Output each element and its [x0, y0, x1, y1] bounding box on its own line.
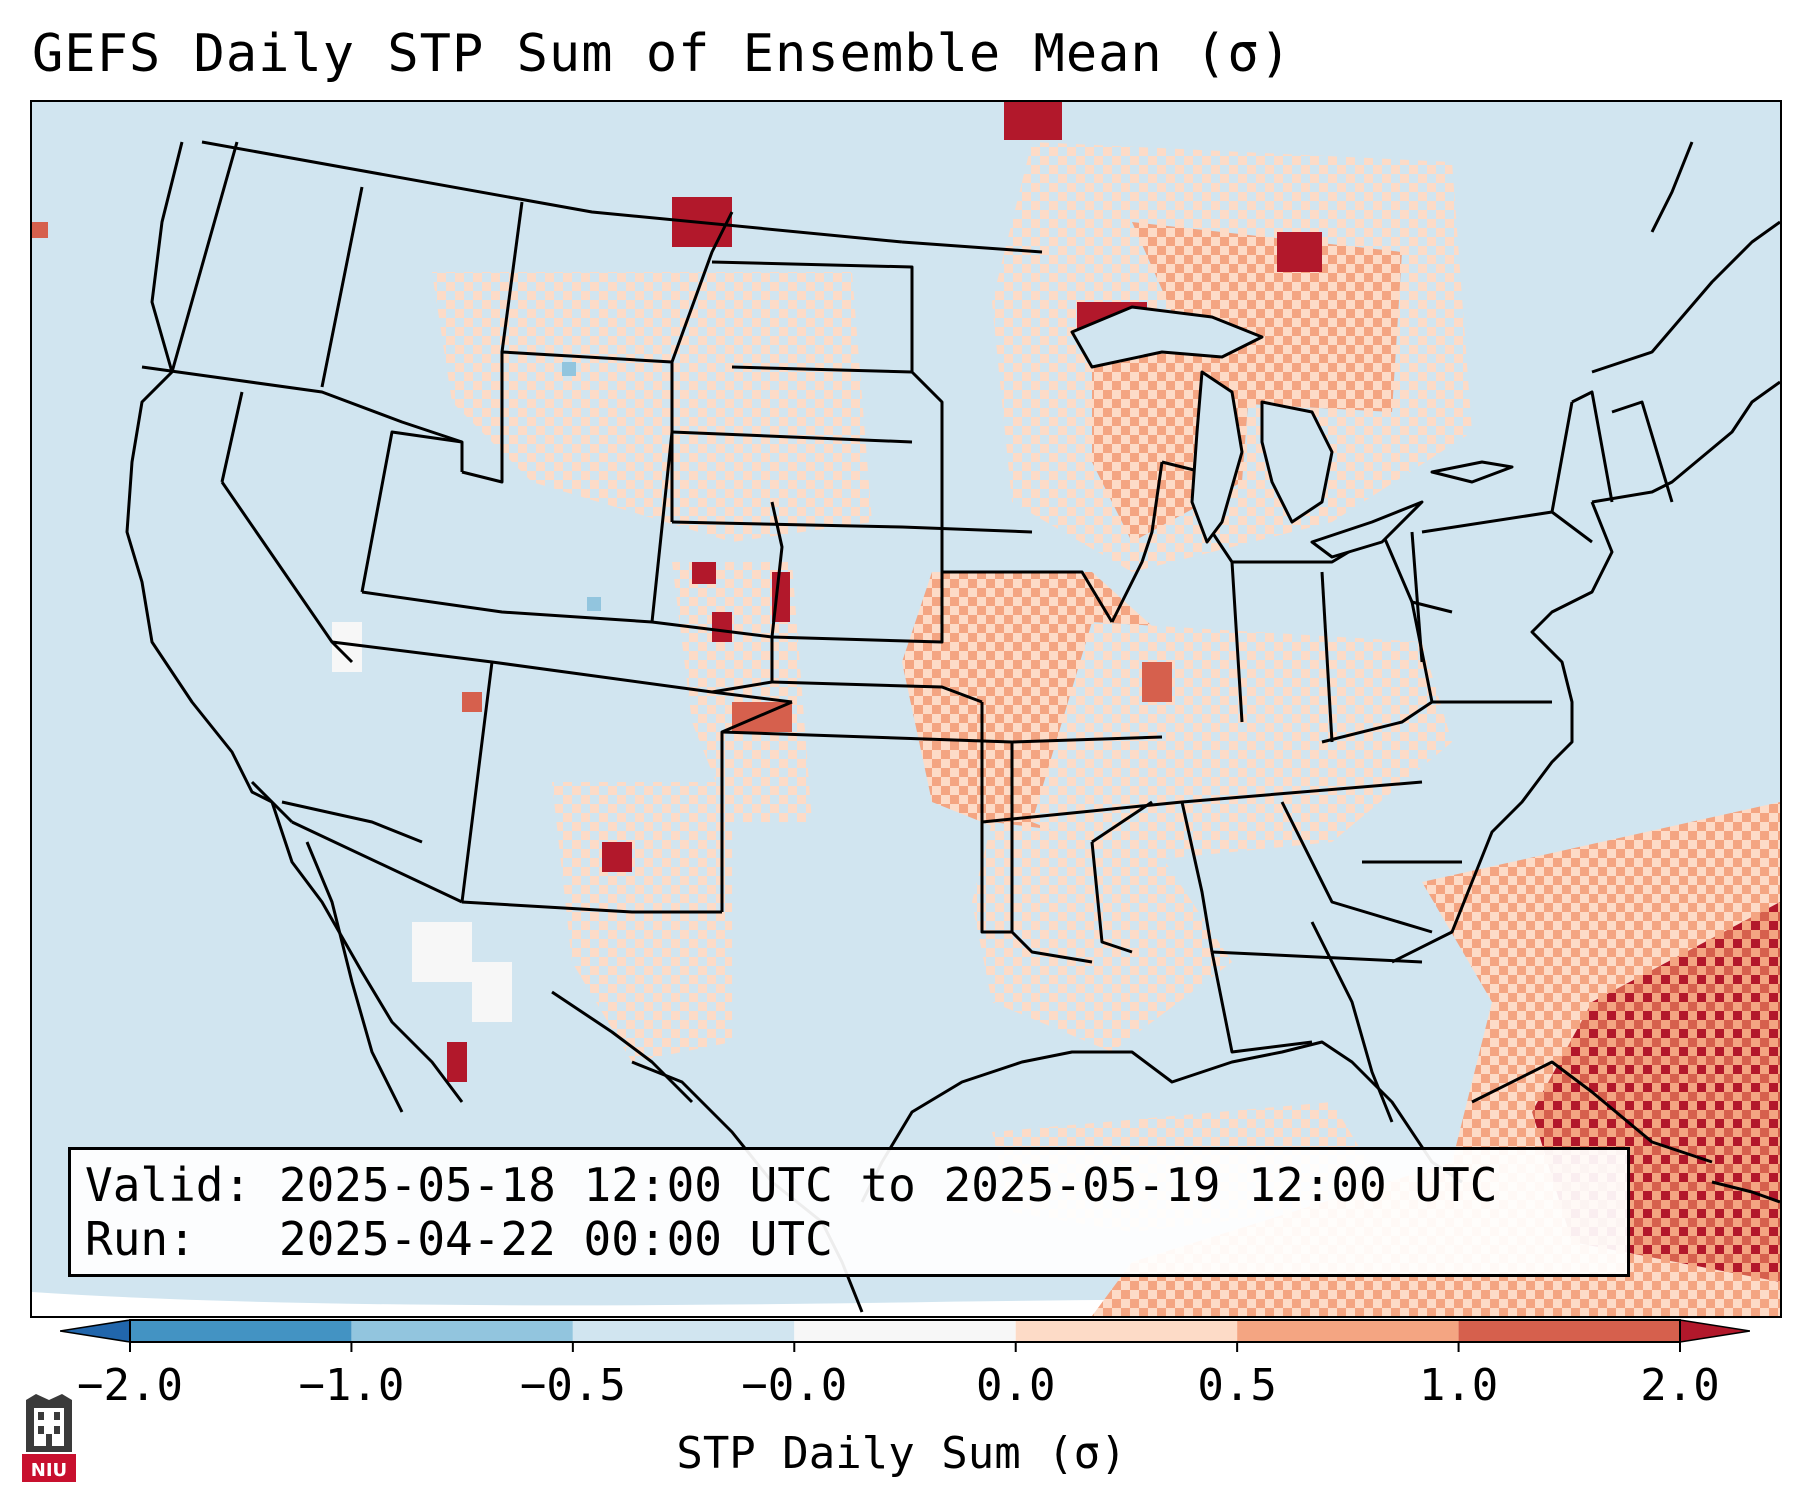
white-patch-sonora-1: [412, 922, 472, 982]
colorbar-tick-label: −1.0: [298, 1360, 404, 1411]
colorbar-tick-label: 0.0: [976, 1360, 1055, 1411]
region-northern-plains: [432, 272, 872, 542]
colorbar-segment: [1458, 1320, 1680, 1342]
map-canvas[interactable]: [32, 102, 1780, 1316]
colorbar-tick-label: 1.0: [1419, 1360, 1498, 1411]
lake-superior: [1070, 305, 1264, 369]
colorbar-tick-label: 2.0: [1640, 1360, 1719, 1411]
region-new-mexico: [552, 782, 732, 1062]
hotspot-colorado-1: [692, 562, 716, 584]
hotspot-colorado-2: [712, 612, 732, 642]
map-panel[interactable]: Valid: 2025-05-18 12:00 UTC to 2025-05-1…: [30, 100, 1782, 1318]
run-value: 2025-04-22 00:00 UTC: [278, 1212, 833, 1266]
colorbar-segment: [1237, 1320, 1459, 1342]
info-box: Valid: 2025-05-18 12:00 UTC to 2025-05-1…: [68, 1147, 1630, 1277]
colorbar-segment: [572, 1320, 795, 1342]
lake-michigan: [1190, 370, 1244, 544]
region-colorado: [672, 562, 812, 822]
niu-logo-icon: NIU: [22, 1394, 76, 1482]
colorbar: −2.0 −1.0 −0.5 −0.0 0.0 0.5 1.0 2.0: [60, 1319, 1750, 1411]
colorbar-tick-label: −0.0: [741, 1360, 847, 1411]
lake-huron: [1260, 400, 1334, 524]
hotspot-ontario-north: [1004, 102, 1062, 140]
valid-label: Valid:: [85, 1158, 252, 1212]
blue-cell-wyoming: [562, 362, 576, 376]
colorbar-tick-label: −0.5: [520, 1360, 626, 1411]
white-patch-baja: [472, 962, 512, 1022]
colorbar-label: STP Daily Sum (σ): [676, 1428, 1127, 1479]
lake-ontario: [1430, 460, 1514, 484]
colorbar-outline: [129, 1319, 1681, 1343]
lakes: [1070, 305, 1514, 559]
hotspot-illinois: [1142, 662, 1172, 702]
colorbar-segment: [1015, 1320, 1238, 1342]
lake-erie: [1310, 500, 1424, 559]
region-ohio-valley: [1032, 622, 1452, 862]
colorbar-segment: [351, 1320, 573, 1342]
colorbar-tick-label: 0.5: [1197, 1360, 1276, 1411]
colorbar-extend-high: [1679, 1319, 1750, 1343]
valid-value: 2025-05-18 12:00 UTC to 2025-05-19 12:00…: [278, 1158, 1498, 1212]
colorbar-segment: [794, 1320, 1016, 1342]
hotspot-pacific: [32, 222, 48, 238]
state-boundaries: [141, 140, 1674, 1054]
colorbar-extend-low: [60, 1319, 131, 1343]
run-label: Run:: [85, 1212, 196, 1266]
colorbar-segment: [130, 1320, 352, 1342]
hotspot-arizona: [462, 692, 482, 712]
hotspot-mexico: [447, 1042, 467, 1082]
svg-text:NIU: NIU: [31, 1460, 67, 1481]
colorbar-tick-label: −2.0: [77, 1360, 183, 1411]
hotspot-new-mexico: [602, 842, 632, 872]
hotspot-ontario: [1277, 232, 1322, 272]
map-title: GEFS Daily STP Sum of Ensemble Mean (σ): [32, 24, 1292, 84]
blue-cell-colorado: [587, 597, 601, 611]
